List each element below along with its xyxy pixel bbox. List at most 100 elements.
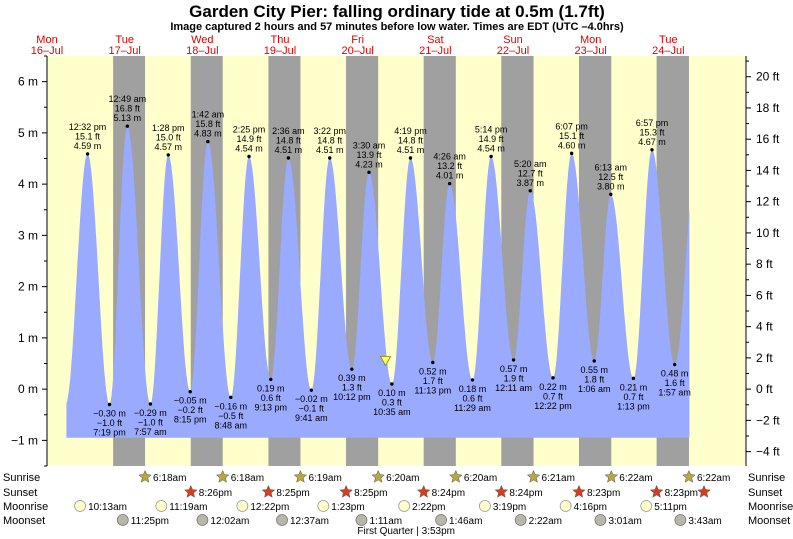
high-tide-feet: 14.9 ft: [479, 134, 505, 144]
high-tide-meters: 4.01 m: [436, 171, 464, 181]
moonset-icon: [196, 514, 209, 526]
high-tide-meters: 4.51 m: [316, 145, 344, 155]
high-tide-time: 12:32 pm: [69, 122, 107, 132]
sunrise-time: 6:20am: [386, 473, 419, 484]
left-tick-label: −1 m: [11, 433, 38, 447]
sunset-icon: [494, 484, 509, 498]
high-tide-feet: 14.8 ft: [317, 135, 343, 145]
low-tide-feet: 1.3 ft: [342, 383, 363, 393]
high-tide-feet: 14.8 ft: [276, 135, 302, 145]
row-label-right: Sunset: [748, 487, 782, 499]
sunset-icon: [697, 484, 711, 498]
high-tide-feet: 13.2 ft: [437, 161, 463, 171]
sunset-time: 8:23pm: [665, 488, 698, 499]
right-tick-label: 6 ft: [756, 288, 773, 302]
moonset-time: 1:11am: [369, 516, 402, 527]
low-tide-feet: −0.5 ft: [218, 411, 244, 421]
high-tide-point: [447, 181, 452, 186]
astro-rows: Sunrise Sunrise Sunset Sunset Moonrise Moonri…: [3, 469, 793, 537]
low-tide-feet: 1.7 ft: [423, 376, 444, 386]
high-tide-meters: 4.23 m: [355, 159, 383, 169]
right-tick-label: 18 ft: [756, 101, 780, 115]
low-tide-meters: −0.05 m: [174, 396, 207, 406]
low-tide-meters: 0.39 m: [338, 373, 366, 383]
left-tick-label: 1 m: [18, 331, 38, 345]
moonrise-time: 2:22pm: [412, 502, 445, 513]
low-tide-time: 1:13 pm: [617, 401, 650, 411]
low-tide-point: [390, 382, 394, 386]
high-tide-meters: 3.87 m: [516, 178, 544, 188]
high-tide-meters: 4.54 m: [477, 143, 505, 153]
sunset-time: 8:23pm: [587, 488, 620, 499]
day-label-date: 16–Jul: [31, 45, 63, 57]
high-tide-meters: 4.51 m: [397, 145, 425, 155]
moonset-time: 1:46am: [449, 516, 482, 527]
sunrise-icon: [138, 469, 152, 483]
high-tide-time: 5:14 pm: [475, 124, 508, 134]
low-tide-meters: −0.29 m: [134, 408, 167, 418]
high-tide-feet: 15.8 ft: [195, 119, 221, 129]
day-label-weekday: Thu: [271, 34, 290, 46]
row-label-right: Moonrise: [748, 501, 793, 513]
right-tick-label: −2 ft: [756, 413, 780, 427]
high-tide-point: [206, 139, 210, 144]
moonrise-icon: [398, 500, 411, 512]
low-tide-meters: −0.02 m: [295, 394, 328, 404]
low-tide-feet: 1.9 ft: [504, 373, 525, 383]
low-tide-feet: 0.6 ft: [462, 393, 483, 403]
day-label-weekday: Sun: [503, 34, 523, 46]
sunset-time: 8:26pm: [199, 488, 232, 499]
moonset-icon: [594, 514, 607, 526]
sunset-icon: [339, 484, 353, 498]
moonrise-time: 11:19am: [169, 502, 207, 513]
high-tide-point: [328, 156, 332, 160]
right-tick-label: 10 ft: [756, 226, 780, 240]
high-tide-point: [247, 154, 251, 159]
moonrise-icon: [559, 500, 572, 512]
low-tide-point: [672, 362, 677, 367]
high-tide-meters: 5.13 m: [114, 113, 142, 123]
low-tide-time: 9:13 pm: [255, 402, 288, 412]
low-tide-point: [107, 402, 112, 407]
high-tide-meters: 4.83 m: [194, 129, 222, 139]
low-tide-time: 7:57 am: [134, 427, 167, 437]
sunset-icon: [649, 484, 664, 498]
current-level-marker: [379, 356, 392, 367]
high-tide-point: [569, 151, 574, 156]
moonset-time: 11:25pm: [131, 516, 169, 527]
day-label-date: 17–Jul: [108, 45, 140, 57]
moonrise-time: 1:23pm: [331, 502, 364, 513]
high-tide-feet: 12.7 ft: [518, 168, 544, 178]
low-tide-point: [148, 402, 153, 406]
high-tide-feet: 16.8 ft: [115, 104, 141, 114]
low-tide-time: 12:22 pm: [534, 401, 572, 411]
high-tide-meters: 4.60 m: [558, 140, 586, 150]
high-tide-point: [650, 148, 654, 152]
low-tide-point: [309, 388, 314, 392]
left-tick-label: 2 m: [18, 280, 38, 294]
high-tide-feet: 15.3 ft: [639, 127, 665, 137]
high-tide-feet: 14.8 ft: [398, 135, 424, 145]
water-area: [66, 126, 690, 438]
day-label-weekday: Mon: [580, 34, 601, 46]
moonrise-time: 3:19pm: [493, 502, 526, 513]
low-tide-point: [470, 378, 475, 382]
low-tide-meters: −0.30 m: [93, 409, 126, 419]
day-label-weekday: Mon: [36, 34, 57, 46]
chart-subtitle: Image captured 2 hours and 57 minutes be…: [170, 21, 624, 33]
row-label-left: Moonrise: [3, 501, 48, 513]
high-tide-time: 1:28 pm: [152, 123, 185, 133]
low-tide-meters: 0.22 m: [539, 382, 567, 392]
sunrise-time: 6:18am: [153, 473, 186, 484]
low-tide-time: 12:11 am: [495, 383, 532, 393]
sunset-time: 8:25pm: [276, 488, 309, 499]
high-tide-point: [166, 153, 170, 157]
sunset-time: 8:24pm: [509, 488, 542, 499]
tide-curve-area: [66, 126, 690, 438]
high-tide-feet: 15.0 ft: [156, 132, 182, 142]
high-tide-meters: 4.51 m: [275, 145, 303, 155]
low-tide-point: [188, 389, 192, 394]
high-tide-time: 6:13 am: [595, 162, 628, 172]
high-tide-time: 3:30 am: [353, 140, 386, 150]
day-label-weekday: Sat: [427, 34, 444, 46]
